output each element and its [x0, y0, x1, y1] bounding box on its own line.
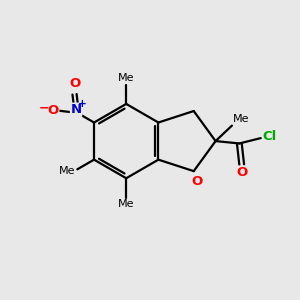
- Text: O: O: [191, 175, 203, 188]
- Text: Cl: Cl: [262, 130, 276, 143]
- Text: −: −: [39, 102, 50, 115]
- Text: +: +: [78, 99, 87, 109]
- Text: O: O: [236, 166, 248, 179]
- Text: O: O: [47, 104, 59, 117]
- Text: Me: Me: [233, 114, 250, 124]
- Text: Me: Me: [58, 166, 75, 176]
- Text: Me: Me: [118, 199, 134, 209]
- Text: O: O: [69, 76, 80, 89]
- Text: Me: Me: [118, 74, 134, 83]
- Text: O: O: [191, 175, 203, 188]
- Text: N: N: [70, 103, 82, 116]
